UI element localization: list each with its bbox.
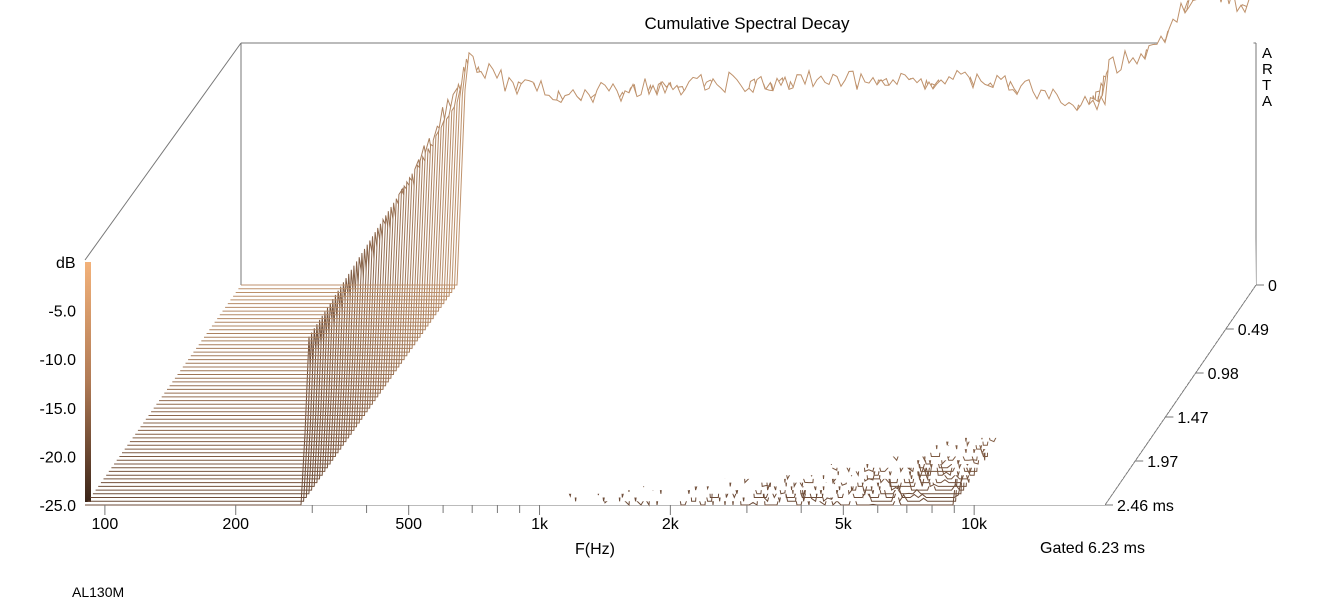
time-tick-label: 0.98 bbox=[1208, 366, 1239, 383]
x-tick-label: 5k bbox=[835, 516, 853, 533]
waterfall-slices bbox=[85, 0, 1256, 507]
colorbar bbox=[85, 262, 91, 502]
x-tick-label: 200 bbox=[222, 516, 249, 533]
x-tick-label: 100 bbox=[92, 516, 119, 533]
time-tick-label: 1.47 bbox=[1177, 410, 1208, 427]
z-tick-label: -15.0 bbox=[40, 401, 77, 418]
z-tick-label: -5.0 bbox=[48, 304, 76, 321]
gate-label: Gated 6.23 ms bbox=[1040, 540, 1145, 557]
chart-title: Cumulative Spectral Decay bbox=[644, 14, 850, 33]
time-tick-label: 0 bbox=[1268, 278, 1277, 295]
x-tick-label: 1k bbox=[531, 516, 549, 533]
decay-slice bbox=[90, 328, 1107, 499]
time-tick-label: 0.49 bbox=[1238, 322, 1269, 339]
time-tick-label: 1.97 bbox=[1147, 454, 1178, 471]
time-tick-label: 2.46 ms bbox=[1117, 498, 1174, 515]
device-label: AL130M bbox=[72, 584, 124, 600]
slice-fill bbox=[241, 0, 1256, 285]
x-tick-label: 2k bbox=[662, 516, 680, 533]
x-tick-marks: 100 200 500 1k 2k 5k 10k bbox=[92, 505, 988, 533]
x-tick-label: 10k bbox=[961, 516, 988, 533]
z-tick-label: -25.0 bbox=[40, 498, 77, 515]
z-tick-label: -10.0 bbox=[40, 352, 77, 369]
z-tick-label: -20.0 bbox=[40, 449, 77, 466]
x-axis-label: F(Hz) bbox=[575, 541, 615, 558]
time-tick-labels: 0 0.49 0.98 1.47 1.97 2.46 ms bbox=[1105, 278, 1277, 515]
x-tick-label: 500 bbox=[395, 516, 422, 533]
decay-slice bbox=[241, 0, 1250, 286]
z-axis-label: dB bbox=[56, 255, 76, 272]
z-tick-labels: -5.0 -10.0 -15.0 -20.0 -25.0 bbox=[40, 304, 77, 515]
